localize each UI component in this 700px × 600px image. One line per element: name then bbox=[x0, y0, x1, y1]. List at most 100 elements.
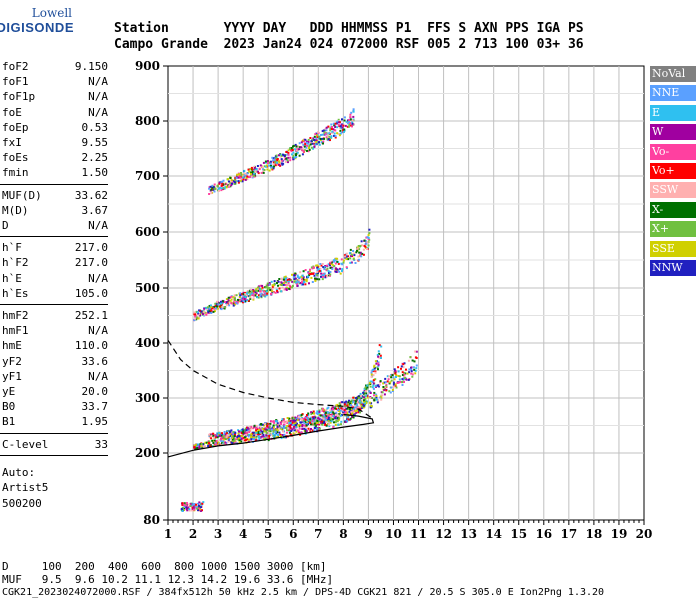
legend-item: W bbox=[650, 124, 696, 141]
echo-point bbox=[275, 157, 277, 160]
echo-point bbox=[287, 149, 290, 152]
echo-point bbox=[334, 270, 337, 273]
echo-point bbox=[260, 288, 263, 291]
param-name: C-level bbox=[2, 437, 49, 451]
echo-point bbox=[335, 411, 338, 414]
echo-point bbox=[225, 437, 228, 440]
echo-point bbox=[329, 266, 332, 269]
echo-point bbox=[310, 272, 313, 275]
echo-point bbox=[255, 436, 258, 439]
echo-point bbox=[286, 417, 289, 419]
echo-point bbox=[256, 165, 259, 167]
echo-point bbox=[377, 355, 380, 358]
echo-point bbox=[294, 148, 297, 151]
echo-point bbox=[330, 262, 333, 265]
echo-point bbox=[314, 279, 317, 282]
echo-point bbox=[268, 283, 271, 286]
echo-point bbox=[402, 363, 405, 366]
echo-point bbox=[225, 185, 228, 188]
echo-point bbox=[412, 372, 415, 375]
echo-point bbox=[358, 251, 361, 254]
echo-point bbox=[323, 266, 326, 268]
echo-point bbox=[410, 366, 413, 369]
echo-point bbox=[348, 123, 351, 126]
echo-point bbox=[220, 436, 223, 439]
echo-point bbox=[289, 433, 292, 436]
echo-point bbox=[265, 430, 267, 433]
echo-point bbox=[259, 432, 262, 435]
echo-point bbox=[250, 425, 252, 428]
echo-point bbox=[318, 270, 321, 272]
echo-point bbox=[259, 436, 262, 439]
echo-point bbox=[236, 302, 239, 305]
echo-point bbox=[293, 156, 296, 159]
echo-point bbox=[221, 181, 223, 184]
echo-point bbox=[321, 409, 324, 412]
echo-point bbox=[245, 429, 248, 432]
echo-point bbox=[273, 434, 276, 437]
echo-point bbox=[286, 279, 289, 281]
echo-point bbox=[246, 432, 248, 434]
echo-point bbox=[276, 282, 278, 284]
echo-point bbox=[259, 431, 262, 434]
param-row: hmF1 N/A bbox=[2, 324, 108, 338]
echo-point bbox=[315, 132, 318, 135]
echo-point bbox=[330, 261, 333, 264]
x-tick-label: 9 bbox=[364, 527, 372, 541]
echo-point bbox=[303, 424, 306, 427]
echo-point bbox=[266, 437, 269, 440]
echo-point bbox=[227, 433, 230, 436]
echo-point bbox=[319, 134, 322, 136]
echo-point bbox=[292, 417, 295, 420]
echo-point bbox=[246, 427, 249, 430]
echo-point bbox=[215, 434, 218, 437]
echo-point bbox=[261, 286, 264, 289]
echo-point bbox=[337, 416, 339, 419]
echo-point bbox=[346, 122, 349, 125]
echo-point bbox=[228, 304, 231, 307]
echo-point bbox=[185, 508, 188, 511]
echo-point bbox=[244, 178, 247, 181]
digisonde-logo: Lowell DIGISONDE bbox=[0, 6, 78, 42]
echo-point bbox=[378, 344, 381, 347]
echo-point bbox=[329, 274, 331, 277]
echo-point bbox=[337, 132, 340, 135]
echo-point bbox=[326, 267, 329, 270]
echo-point bbox=[384, 381, 387, 384]
echo-point bbox=[408, 371, 411, 374]
echo-point bbox=[223, 434, 226, 437]
echo-point bbox=[301, 149, 304, 152]
echo-point bbox=[246, 292, 249, 295]
echo-point bbox=[248, 176, 251, 179]
echo-point bbox=[318, 411, 321, 414]
echo-point bbox=[315, 264, 318, 267]
echo-point bbox=[290, 150, 293, 153]
echo-point bbox=[352, 411, 355, 414]
echo-point bbox=[291, 421, 294, 424]
echo-point bbox=[307, 142, 310, 145]
echo-point bbox=[345, 258, 348, 260]
echo-point bbox=[287, 161, 289, 164]
echo-point bbox=[189, 505, 192, 508]
echo-point bbox=[270, 433, 273, 436]
echo-point bbox=[333, 132, 336, 135]
echo-point bbox=[295, 426, 298, 429]
echo-point bbox=[230, 295, 233, 298]
echo-point bbox=[310, 413, 313, 416]
echo-point bbox=[312, 410, 315, 413]
echo-point bbox=[341, 270, 343, 272]
param-value: 9.55 bbox=[81, 136, 109, 149]
echo-point bbox=[415, 350, 418, 353]
param-value: N/A bbox=[88, 105, 108, 119]
echo-point bbox=[395, 386, 398, 389]
echo-point bbox=[283, 155, 286, 157]
echo-point bbox=[313, 274, 316, 277]
echo-point bbox=[229, 181, 232, 184]
echo-point bbox=[297, 415, 300, 418]
echo-point bbox=[318, 410, 321, 413]
echo-point bbox=[332, 408, 334, 411]
echo-point bbox=[410, 370, 413, 373]
echo-point bbox=[332, 412, 335, 415]
echo-point bbox=[314, 277, 316, 280]
echo-point bbox=[337, 418, 340, 421]
